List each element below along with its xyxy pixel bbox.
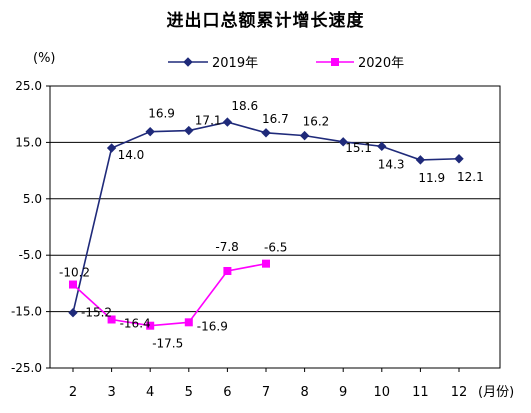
data-point-2019 xyxy=(222,117,233,127)
data-label-2020: -10.2 xyxy=(59,266,90,280)
data-label-2020: -16.9 xyxy=(197,319,228,333)
data-label-2019: 16.2 xyxy=(303,115,330,129)
x-tick-label: 7 xyxy=(262,385,270,400)
legend-marker xyxy=(183,57,193,67)
data-point-2019 xyxy=(299,130,310,141)
legend-marker xyxy=(331,58,339,66)
data-point-2019 xyxy=(106,143,117,153)
x-tick-label: 10 xyxy=(374,385,391,400)
legend-label: 2019年 xyxy=(212,56,258,71)
x-tick-label: 12 xyxy=(451,385,468,400)
data-label-2019: 14.3 xyxy=(378,157,405,171)
x-tick-label: 2 xyxy=(69,385,77,400)
grid-layer xyxy=(50,141,500,313)
x-tick-label: 8 xyxy=(300,385,308,400)
x-tick-label: 4 xyxy=(146,385,154,400)
data-label-2019: 16.7 xyxy=(262,112,289,126)
data-label-2020: -7.8 xyxy=(215,240,238,254)
data-point-2019 xyxy=(338,137,348,147)
label-layer: -15.2 14.0 16.9 17.1 18.6 16.7 16.2 15.1 14.3 11.… xyxy=(59,99,484,351)
x-axis-label: (月份) xyxy=(478,385,514,400)
data-label-2019: 14.0 xyxy=(118,148,145,162)
data-point-2019 xyxy=(68,308,78,318)
data-point-2019 xyxy=(454,154,464,164)
chart-title: 进出口总额累计增长速度 xyxy=(166,11,365,31)
data-point-2019 xyxy=(145,126,155,137)
plot-area-border xyxy=(49,85,501,369)
data-point-2019 xyxy=(415,155,426,165)
data-label-2020: -17.5 xyxy=(152,337,183,351)
data-point-2020 xyxy=(146,321,155,330)
x-tick-label: 11 xyxy=(412,385,429,400)
x-tick-label: 5 xyxy=(185,385,193,400)
data-point-2019 xyxy=(377,141,387,152)
data-label-2019: 11.9 xyxy=(418,171,445,185)
data-label-2020: -6.5 xyxy=(264,241,287,255)
x-tick-label: 3 xyxy=(107,385,115,400)
data-label-2020: -16.4 xyxy=(120,316,151,330)
data-point-2020 xyxy=(69,280,77,289)
data-point-2020 xyxy=(184,318,193,327)
data-point-2020 xyxy=(262,259,270,268)
series-line-2020 xyxy=(72,262,267,327)
data-point-2019 xyxy=(184,125,194,136)
y-tick-label: 25.0 xyxy=(15,79,42,93)
x-tick-label: 6 xyxy=(223,385,231,400)
axis-layer: 25.0 15.0 5.0 -5.0 -15.0 -25.0 (%) 2 3 4 5 6 7 8 9 10 11… xyxy=(11,51,514,400)
data-label-2019: -15.2 xyxy=(81,306,112,320)
data-label-2019: 18.6 xyxy=(231,99,258,113)
y-tick-label: -15.0 xyxy=(11,305,42,319)
data-label-2019: 17.1 xyxy=(195,114,222,128)
data-label-2019: 12.1 xyxy=(457,170,484,184)
y-tick-label: 5.0 xyxy=(23,192,42,206)
y-tick-label: 15.0 xyxy=(15,135,42,149)
data-label-2019: 15.1 xyxy=(345,141,372,155)
legend: 2019年 2020年 xyxy=(168,56,404,71)
data-point-2019 xyxy=(261,128,271,138)
y-axis-label: (%) xyxy=(33,51,56,66)
data-point-2020 xyxy=(107,315,116,324)
legend-label: 2020年 xyxy=(358,56,404,71)
data-point-2020 xyxy=(223,266,232,275)
data-label-2019: 16.9 xyxy=(148,107,175,121)
x-tick-label: 9 xyxy=(339,385,347,400)
y-tick-label: -5.0 xyxy=(19,248,42,262)
y-tick-label: -25.0 xyxy=(11,361,42,375)
series-layer xyxy=(68,117,464,330)
